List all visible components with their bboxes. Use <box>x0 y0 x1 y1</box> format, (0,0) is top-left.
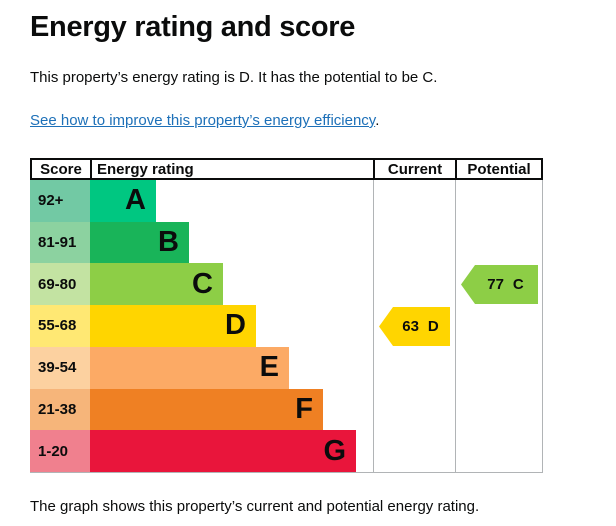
band-letter: B <box>158 226 179 259</box>
potential-rating-value: 77 <box>487 276 504 293</box>
column-header-energy-rating: Energy rating <box>90 160 373 178</box>
band-bar-e: E <box>90 346 289 389</box>
band-row-f: 21-38 F <box>30 388 543 431</box>
link-suffix: . <box>375 112 380 129</box>
band-row-c: 69-80 C <box>30 263 543 306</box>
band-score-label: 1-20 <box>30 430 90 472</box>
link-line: See how to improve this property’s energ… <box>30 111 616 130</box>
band-score-label: 92+ <box>30 180 90 222</box>
band-letter: D <box>225 309 246 342</box>
band-bar-f: F <box>90 388 323 431</box>
energy-rating-graph: Score Energy rating Current Potential 92… <box>30 158 543 473</box>
column-header-current: Current <box>373 160 455 178</box>
graph-header-row: Score Energy rating Current Potential <box>30 158 543 180</box>
page-title: Energy rating and score <box>30 11 356 43</box>
band-score-label: 39-54 <box>30 346 90 389</box>
band-row-a: 92+ A <box>30 180 543 222</box>
graph-caption: The graph shows this property’s current … <box>30 498 480 515</box>
column-divider <box>455 180 456 472</box>
band-bar-c: C <box>90 263 223 306</box>
band-letter: C <box>192 267 213 300</box>
band-bar-g: G <box>90 430 356 472</box>
band-letter: E <box>259 351 279 384</box>
potential-rating-band: C <box>512 276 524 293</box>
band-score-label: 55-68 <box>30 305 90 347</box>
band-bar-b: B <box>90 221 189 264</box>
band-score-label: 81-91 <box>30 221 90 264</box>
band-bar-d: D <box>90 305 256 347</box>
improve-efficiency-link[interactable]: See how to improve this property’s energ… <box>30 112 376 129</box>
band-row-e: 39-54 E <box>30 346 543 389</box>
summary-text: This property’s energy rating is D. It h… <box>30 69 438 86</box>
band-score-label: 21-38 <box>30 388 90 431</box>
band-row-g: 1-20 G <box>30 430 543 472</box>
current-rating-band: D <box>427 318 439 335</box>
band-letter: F <box>295 392 313 425</box>
current-rating-arrow: 63 D <box>379 307 450 346</box>
column-divider <box>542 180 543 472</box>
current-rating-value: 63 <box>402 318 419 335</box>
column-divider <box>373 180 374 472</box>
potential-rating-arrow: 77 C <box>461 265 538 304</box>
column-header-potential: Potential <box>455 160 541 178</box>
band-row-d: 55-68 D <box>30 305 543 347</box>
band-row-b: 81-91 B <box>30 221 543 264</box>
band-bar-a: A <box>90 180 156 222</box>
band-letter: G <box>323 434 346 467</box>
graph-body: 92+ A 81-91 B 69-80 C 55-68 D 39-54 E 21… <box>30 180 543 473</box>
band-letter: A <box>125 184 146 217</box>
band-score-label: 69-80 <box>30 263 90 306</box>
column-header-score: Score <box>40 160 82 178</box>
